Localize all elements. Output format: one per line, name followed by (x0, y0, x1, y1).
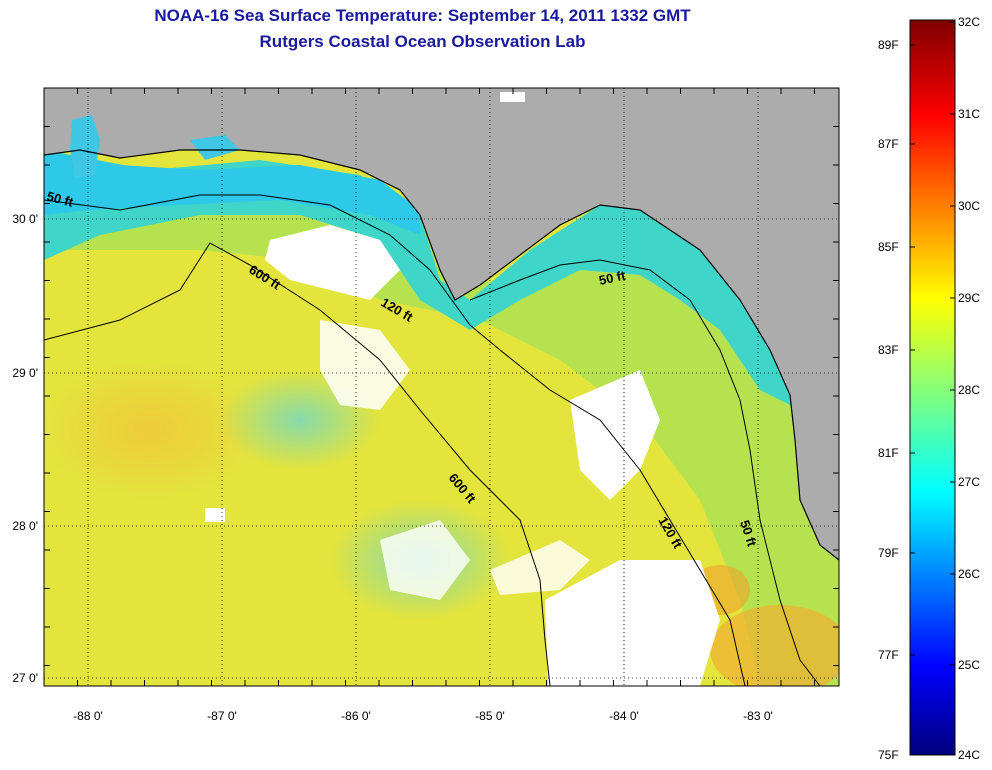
fahrenheit-tick-label: 89F (878, 38, 899, 52)
colorbar-ticks: 89F 87F 85F 83F 81F 79F 77F 75F 32C 31C 30C 29C 28C 2… (878, 15, 980, 762)
coldest-coastal-band (44, 150, 420, 235)
cloud-patch (265, 225, 400, 300)
map-subtitle: Rutgers Coastal Ocean Observation Lab (259, 32, 586, 51)
map-image (44, 88, 839, 686)
fahrenheit-tick-label: 83F (878, 343, 899, 357)
cloud-patch (380, 520, 470, 600)
celsius-tick-label: 32C (958, 15, 980, 29)
celsius-tick-label: 31C (958, 107, 980, 121)
warm-patch (710, 605, 839, 686)
celsius-tick-label: 28C (958, 383, 980, 397)
contour-label: 50 ft (45, 188, 75, 210)
fahrenheit-tick-label: 87F (878, 137, 899, 151)
cloud-patch (490, 540, 590, 595)
celsius-tick-label: 26C (958, 567, 980, 581)
celsius-tick-label: 30C (958, 199, 980, 213)
celsius-tick-label: 24C (958, 748, 980, 762)
contour-50ft (469, 259, 821, 686)
land-mass (44, 88, 839, 560)
lat-tick-label: 30 0' (12, 212, 38, 226)
fahrenheit-tick-label: 79F (878, 546, 899, 560)
lon-tick-label: -87 0' (207, 709, 237, 723)
fahrenheit-tick-label: 75F (878, 748, 899, 762)
contour-120ft (44, 194, 501, 351)
mid-temp-band (44, 170, 839, 686)
axis-tick-labels: -88 0' -87 0' -86 0' -85 0' -84 0' -83 0' 30 0… (12, 212, 772, 723)
map-title: NOAA-16 Sea Surface Temperature: Septemb… (154, 6, 691, 25)
lon-tick-label: -85 0' (475, 709, 505, 723)
celsius-tick-label: 25C (958, 658, 980, 672)
coastline (44, 149, 839, 561)
bay (70, 115, 100, 178)
cloud-patch (500, 92, 525, 102)
celsius-tick-label: 27C (958, 475, 980, 489)
lat-tick-label: 27 0' (12, 671, 38, 685)
contour-120ft (499, 349, 746, 686)
contour-label: 50 ft (598, 268, 628, 288)
lon-tick-label: -88 0' (73, 709, 103, 723)
cloud-patch (545, 560, 720, 686)
contour-600ft (44, 242, 551, 686)
map-frame (43, 87, 840, 687)
colorbar-scale (909, 19, 956, 756)
fahrenheit-tick-label: 85F (878, 240, 899, 254)
lon-tick-label: -84 0' (609, 709, 639, 723)
fahrenheit-tick-label: 81F (878, 446, 899, 460)
lon-tick-label: -86 0' (341, 709, 371, 723)
celsius-tick-label: 29C (958, 291, 980, 305)
cloud-patch (320, 320, 410, 410)
graticule (43, 87, 839, 686)
cloud-patch (205, 508, 225, 522)
fahrenheit-tick-label: 77F (878, 648, 899, 662)
warm-patch (44, 360, 260, 500)
lat-tick-label: 29 0' (12, 366, 38, 380)
cool-coastal-band (44, 150, 805, 410)
bay (190, 135, 240, 160)
lat-tick-label: 28 0' (12, 519, 38, 533)
lon-tick-label: -83 0' (743, 709, 773, 723)
